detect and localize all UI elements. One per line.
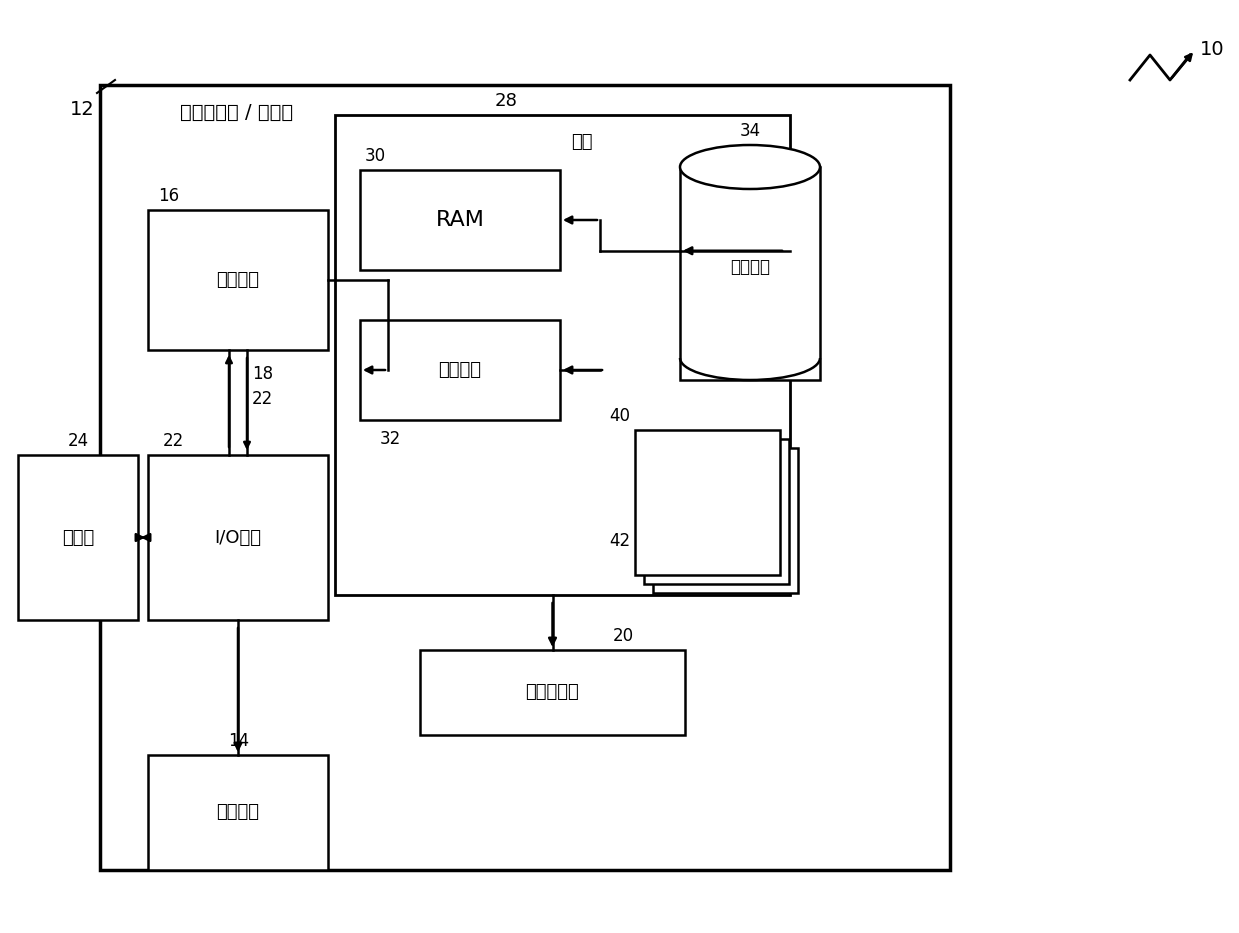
- Text: RAM: RAM: [436, 210, 484, 230]
- Text: 12: 12: [71, 100, 95, 119]
- Text: 32: 32: [380, 430, 401, 448]
- Text: 高速缓存: 高速缓存: [439, 361, 482, 379]
- Text: 42: 42: [608, 532, 629, 550]
- Text: 计算机系统 / 服务器: 计算机系统 / 服务器: [180, 103, 294, 122]
- Text: 10: 10: [1201, 40, 1224, 59]
- Text: 网络适配器: 网络适配器: [525, 684, 580, 702]
- Bar: [636, 430, 781, 575]
- Text: 显示器: 显示器: [62, 528, 94, 547]
- Ellipse shape: [680, 145, 820, 189]
- Text: 24: 24: [67, 432, 88, 450]
- Bar: [19, 455, 138, 620]
- Text: 22: 22: [252, 390, 274, 408]
- Bar: [653, 448, 798, 593]
- Bar: [361, 320, 560, 420]
- Text: 40: 40: [610, 407, 629, 425]
- Text: 存储系统: 存储系统: [730, 258, 769, 276]
- Bar: [147, 210, 328, 350]
- Text: 20: 20: [612, 627, 633, 645]
- Text: 22: 22: [164, 432, 185, 450]
- Bar: [680, 167, 820, 380]
- Text: 14: 14: [228, 732, 249, 750]
- Bar: [361, 170, 560, 270]
- Bar: [644, 439, 789, 584]
- Text: 16: 16: [159, 187, 180, 205]
- Bar: [420, 650, 685, 735]
- Bar: [147, 755, 328, 870]
- Text: 外部设备: 外部设备: [217, 803, 259, 821]
- Bar: [147, 455, 328, 620]
- Text: 34: 34: [740, 122, 761, 140]
- Bar: [100, 85, 950, 870]
- Text: 内存: 内存: [571, 133, 593, 151]
- Text: 28: 28: [494, 92, 517, 110]
- Bar: [335, 115, 790, 595]
- Text: 处理单元: 处理单元: [217, 271, 259, 289]
- Text: I/O接口: I/O接口: [214, 528, 261, 547]
- Text: 30: 30: [366, 147, 387, 165]
- Text: 18: 18: [252, 365, 273, 383]
